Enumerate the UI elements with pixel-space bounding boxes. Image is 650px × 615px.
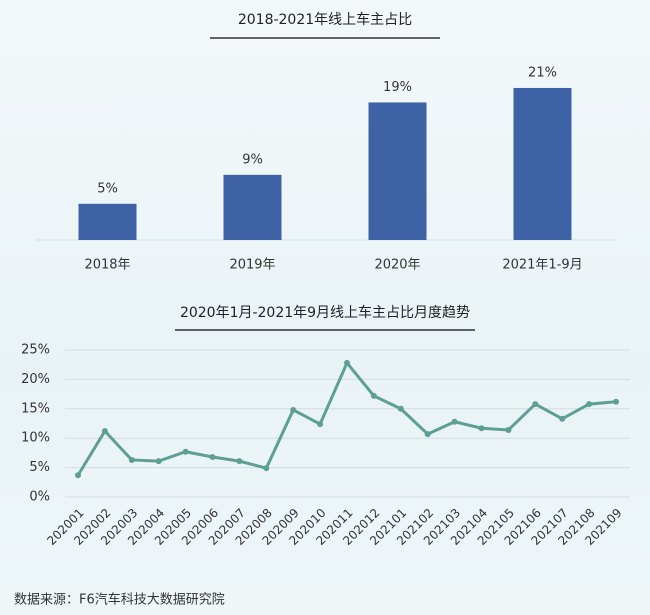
point: [532, 401, 539, 408]
point: [236, 458, 243, 465]
point: [451, 418, 458, 425]
y-tick-label: 25%: [21, 343, 50, 358]
source-note: 数据来源：F6汽车科技大数据研究院: [14, 592, 225, 608]
point: [424, 431, 431, 438]
point: [344, 359, 350, 366]
point: [559, 415, 566, 422]
point: [317, 421, 324, 428]
point: [397, 405, 404, 412]
bar: [223, 174, 282, 240]
value-label: 19%: [383, 80, 412, 95]
point: [128, 456, 135, 463]
y-tick-label: 10%: [21, 431, 50, 446]
x-tick-label: 2020年: [374, 258, 420, 273]
bar: [78, 203, 137, 240]
value-label: 21%: [528, 65, 557, 80]
bar: [368, 102, 427, 240]
bar: [513, 87, 572, 241]
point: [505, 426, 512, 433]
y-tick-label: 15%: [21, 401, 50, 416]
value-label: 9%: [242, 152, 263, 167]
point: [155, 458, 162, 465]
y-tick-label: 5%: [29, 460, 50, 475]
x-tick-label: 2018年: [84, 258, 130, 273]
point: [478, 425, 485, 432]
point: [209, 454, 216, 461]
point: [101, 428, 108, 435]
point: [370, 392, 377, 399]
chart-title: 2020年1月-2021年9月线上车主占比月度趋势: [180, 304, 470, 321]
chart-title: 2018-2021年线上车主占比: [238, 11, 412, 28]
point: [290, 406, 297, 413]
y-tick-label: 20%: [21, 372, 50, 387]
point: [182, 448, 189, 455]
value-label: 5%: [97, 181, 118, 196]
point: [586, 401, 593, 408]
x-tick-label: 2019年: [229, 258, 275, 273]
point: [263, 465, 270, 472]
point: [75, 472, 81, 479]
y-tick-label: 0%: [29, 490, 50, 505]
point: [613, 398, 619, 405]
x-tick-label: 2021年1-9月: [502, 258, 582, 273]
